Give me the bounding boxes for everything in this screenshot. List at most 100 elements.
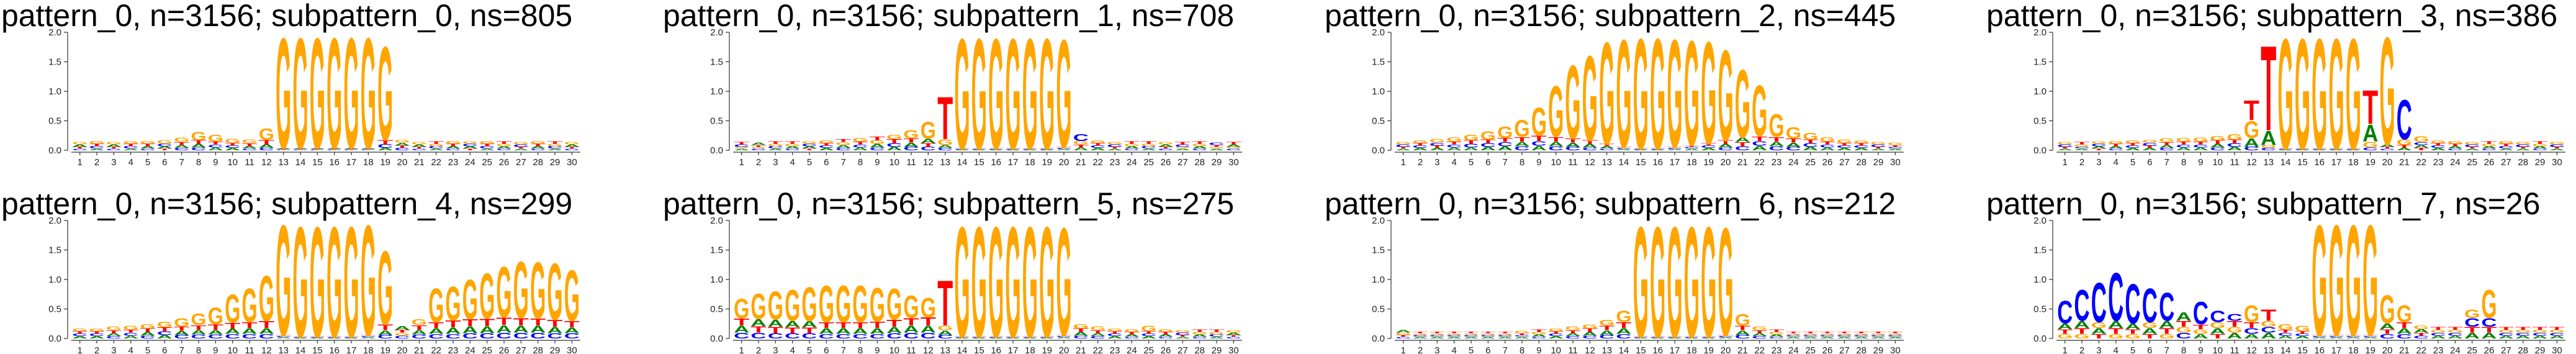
letter: T [445,319,461,329]
letter: G [412,142,427,145]
letter: C [2142,142,2158,147]
letter: C [1582,335,1598,339]
letter: G [2413,135,2429,144]
letter: C [2091,271,2107,334]
letter: A [2379,322,2395,331]
letter: C [1667,337,1682,338]
letter: C [191,147,206,151]
letter: G [1667,8,1682,180]
letter: T [1090,330,1106,334]
letter: G [428,143,444,147]
letter: T [1633,148,1649,149]
letter: C [734,144,749,148]
letter: G [1616,8,1631,180]
x-tick-label: 3 [1434,157,1439,168]
letter: C [1226,148,1241,150]
letter: C [1786,146,1801,152]
letter: T [1853,331,1869,334]
x-tick-label: 12 [923,345,934,354]
letter: C [496,331,511,340]
letter: T [870,320,885,330]
letter: T [1565,138,1580,144]
letter: A [1514,140,1529,148]
letter: A [106,144,122,148]
letter: T [1226,335,1241,337]
x-tick-label: 2 [756,345,761,354]
letter: T [1548,136,1564,143]
letter: G [2176,325,2191,335]
letter: A [1446,147,1462,151]
x-tick-label: 20 [1059,157,1070,168]
letter: T [2346,148,2361,149]
letter: G [310,194,325,354]
letter: G [2549,142,2565,145]
letter: A [1107,335,1122,339]
x-tick-label: 16 [2314,345,2325,354]
letter: G [1090,326,1106,332]
letter: C [564,148,580,150]
letter: T [2328,148,2344,149]
x-tick-label: 26 [1822,157,1833,168]
letter: G [1633,6,1649,182]
letter: A [1175,336,1191,338]
letter: T [1005,148,1020,149]
x-tick-label: 22 [431,345,441,354]
letter: G [1684,194,1700,354]
letter: G [2413,325,2429,330]
letter: T [1463,331,1479,334]
letter: C [1837,335,1852,337]
x-tick-label: 13 [278,345,289,354]
letter: G [1819,136,1835,143]
letter: A [225,327,240,335]
letter: G [2108,333,2123,340]
x-tick-label: 15 [312,157,323,168]
letter: T [2142,145,2158,149]
letter: G [954,194,970,354]
letter: C [1463,143,1479,148]
x-tick-label: 29 [550,345,561,354]
letter: A [394,142,410,147]
x-tick-label: 2 [1418,345,1423,354]
letter: G [2210,320,2225,330]
x-tick-label: 4 [1451,345,1456,354]
letter: C [1633,149,1649,150]
letter: A [903,324,919,335]
letter: T [2057,147,2073,149]
x-tick-label: 27 [516,157,526,168]
letter: T [1853,143,1869,147]
x-tick-label: 6 [824,157,829,168]
letter: G [140,140,155,145]
letter: C [1548,334,1564,337]
letter: C [241,148,257,150]
letter: G [1582,324,1598,330]
letter: C [445,148,461,150]
x-tick-label: 25 [1805,157,1816,168]
letter: C [1005,149,1020,150]
x-tick-label: 3 [1434,345,1439,354]
letter: T [1565,330,1580,334]
letter: A [1870,336,1886,338]
letter: C [2159,284,2174,330]
letter: T [2515,147,2531,149]
letter: G [1870,333,1886,335]
letter: G [2074,144,2089,148]
letter: C [1819,143,1835,148]
letter: T [89,331,104,335]
x-tick-label: 29 [2535,157,2546,168]
y-tick-label: 0.0 [2033,334,2047,344]
letter: C [1735,334,1750,340]
letter: G [1209,332,1224,335]
letter: C [123,332,138,336]
letter: G [870,140,885,145]
letter: G [276,192,291,354]
letter: T [2210,140,2225,145]
letter: G [937,138,953,147]
letter: A [1056,337,1071,339]
letter: G [462,268,478,332]
y-tick-label: 0.5 [1372,304,1385,315]
letter: C [1412,335,1428,337]
letter: A [1565,142,1580,148]
letter: A [1870,148,1886,150]
letter: G [2532,329,2547,334]
letter: A [547,325,562,335]
